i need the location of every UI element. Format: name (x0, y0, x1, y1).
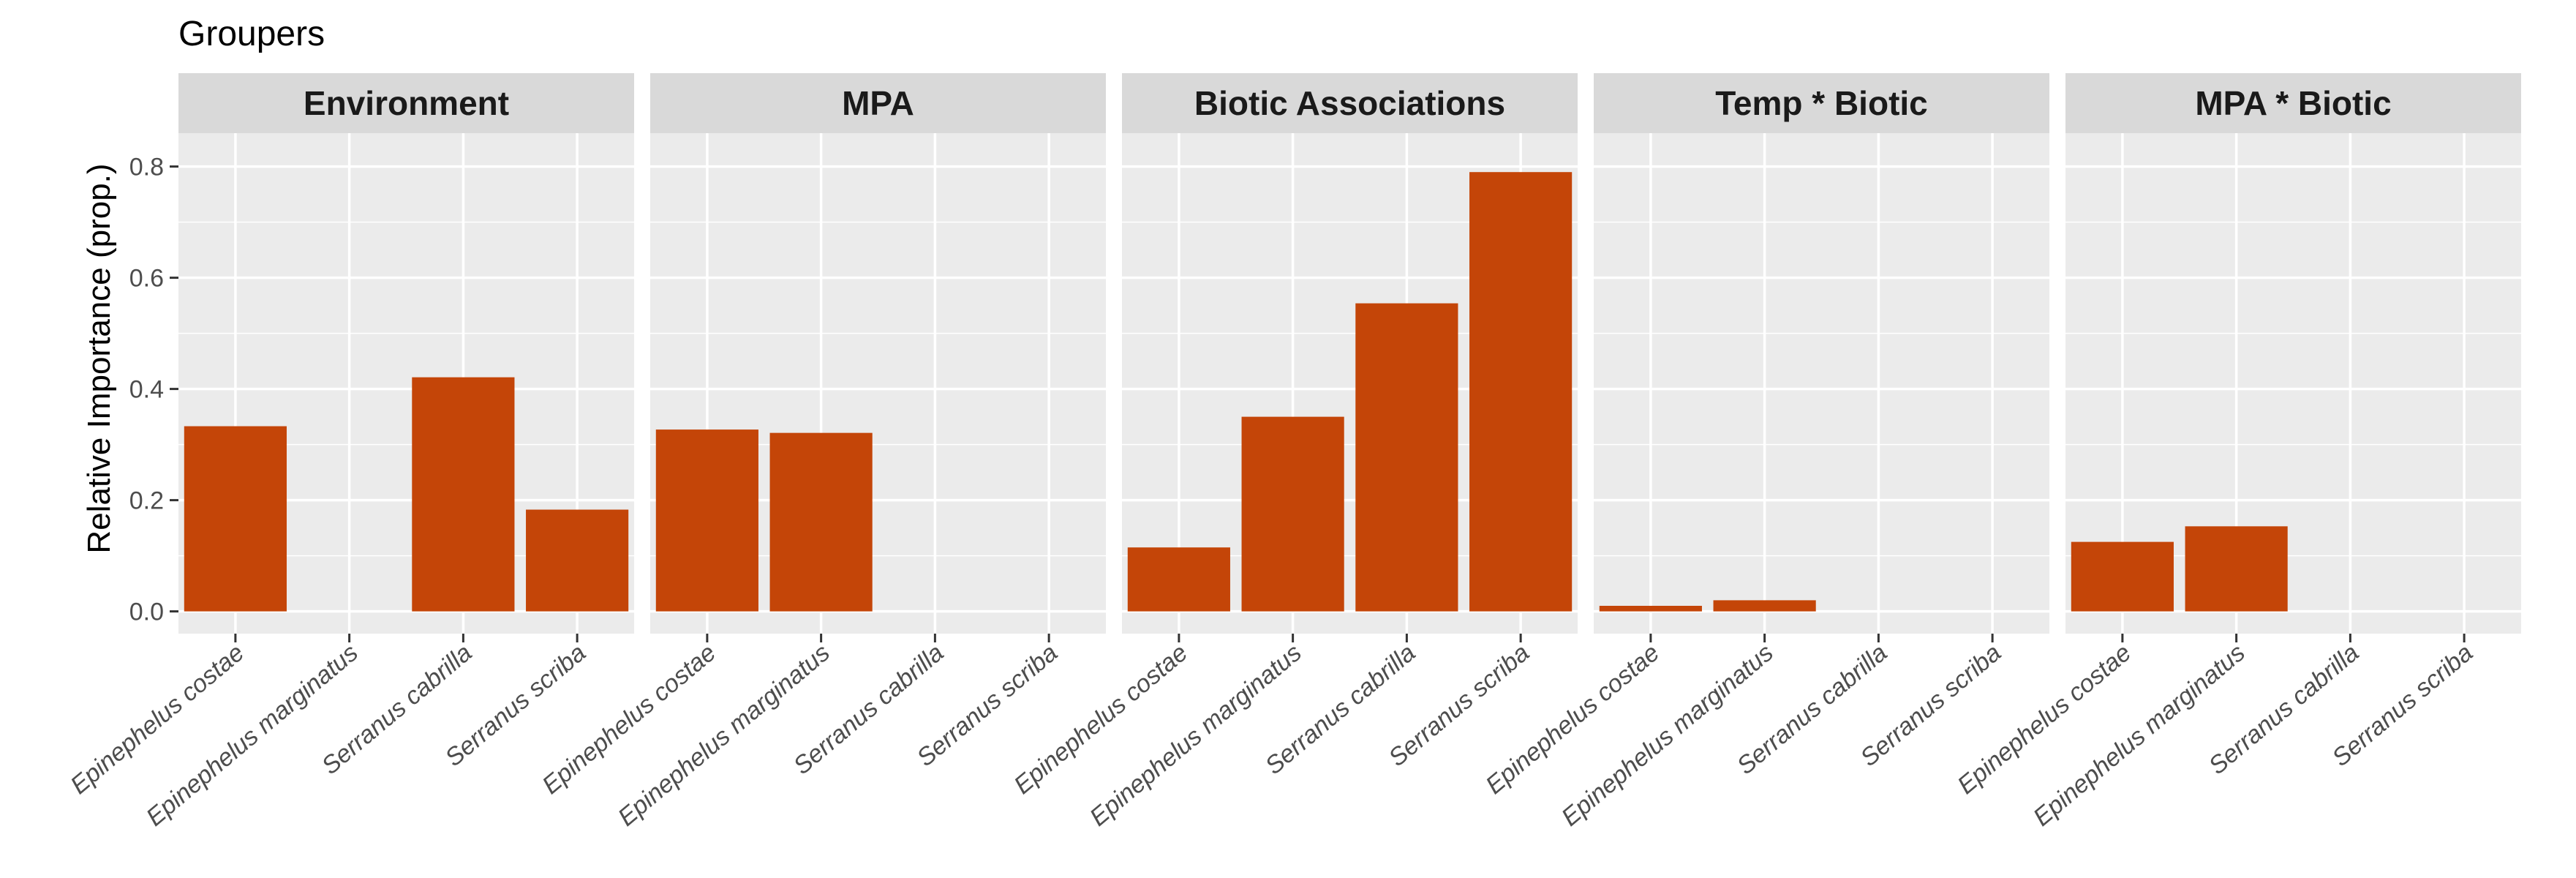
y-axis: 0.0 0.2 0.4 0.6 0.8 (129, 154, 178, 626)
facet-strip-label: MPA * Biotic (2195, 84, 2391, 122)
y-axis-label: Relative Importance (prop.) (81, 163, 117, 553)
bar (1713, 600, 1816, 612)
bar (526, 509, 629, 612)
facet-strip-label: Environment (304, 84, 509, 122)
x-tick-label: Epinephelus marginatus (2028, 639, 2251, 832)
bar (1599, 606, 1702, 612)
x-tick-label: Epinephelus marginatus (613, 639, 835, 832)
bar (1127, 547, 1230, 612)
bar (1241, 416, 1344, 612)
y-tick-label: 0.8 (129, 154, 164, 181)
x-tick-label: Epinephelus marginatus (1556, 639, 1779, 832)
facet-strip (1594, 73, 2049, 133)
bar (412, 377, 515, 612)
panel-background (1594, 133, 2049, 634)
bar (769, 432, 873, 612)
x-tick-label: Epinephelus marginatus (1085, 639, 1307, 832)
bar (1355, 303, 1458, 612)
bar (2071, 541, 2174, 612)
facet-strip (2065, 73, 2521, 133)
facet-strip (178, 73, 634, 133)
y-tick-label: 0.0 (129, 599, 164, 626)
bar (2185, 526, 2288, 612)
y-tick-label: 0.4 (129, 376, 164, 404)
y-tick-label: 0.2 (129, 487, 164, 515)
bar (1469, 172, 1573, 612)
facet-strip-label: MPA (842, 84, 914, 122)
bar (184, 426, 287, 612)
bar (655, 429, 758, 612)
facet-strip (1122, 73, 1578, 133)
facet-strip-label: Biotic Associations (1194, 84, 1505, 122)
chart-title: Groupers (178, 15, 325, 53)
x-tick-label: Epinephelus marginatus (141, 639, 364, 832)
facet-strip-label: Temp * Biotic (1715, 84, 1928, 122)
facet-strip (650, 73, 1106, 133)
y-tick-label: 0.6 (129, 265, 164, 293)
